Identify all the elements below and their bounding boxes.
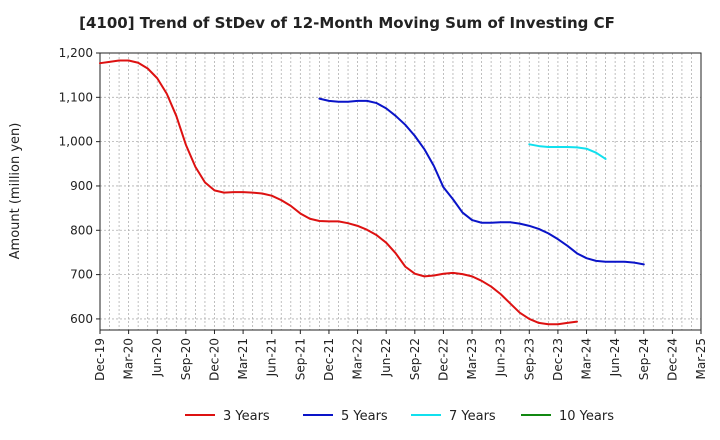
x-tick-label: Mar-23	[465, 338, 479, 379]
x-tick-label: Jun-23	[494, 338, 508, 377]
x-tick-label: Dec-19	[93, 338, 107, 381]
series-line-5-years	[318, 97, 645, 266]
legend-label-10-years: 10 Years	[559, 409, 614, 424]
x-tick-label: Jun-21	[265, 338, 279, 377]
x-tick-label: Sep-24	[637, 338, 651, 380]
x-tick-label: Mar-20	[122, 338, 136, 379]
series-line-7-years	[528, 143, 607, 160]
x-tick-label: Dec-23	[551, 338, 565, 381]
y-tick-label: 1,100	[59, 90, 93, 104]
x-tick-label: Dec-21	[322, 338, 336, 381]
legend-label-3-years: 3 Years	[223, 409, 270, 424]
y-axis: 600 700 800 900 1,000 1,100 1,200	[59, 46, 100, 326]
legend-label-7-years: 7 Years	[449, 409, 496, 424]
y-axis-label: Amount (million yen)	[8, 123, 23, 260]
y-tick-label: 600	[70, 312, 93, 326]
x-tick-label: Dec-24	[665, 338, 679, 381]
legend-label-5-years: 5 Years	[341, 409, 388, 424]
x-tick-label: Dec-20	[207, 338, 221, 381]
x-tick-label: Sep-20	[179, 338, 193, 380]
y-tick-label: 800	[70, 223, 93, 237]
chart-title: [4100] Trend of StDev of 12-Month Moving…	[79, 14, 615, 32]
x-tick-label: Sep-21	[293, 338, 307, 380]
series-line-3-years	[99, 59, 578, 326]
x-tick-label: Jun-22	[379, 338, 393, 377]
x-tick-label: Jun-24	[608, 338, 622, 377]
x-tick-label: Mar-22	[351, 338, 365, 379]
x-tick-label: Sep-22	[408, 338, 422, 380]
x-tick-label: Jun-20	[150, 338, 164, 377]
x-axis: Dec-19 Mar-20 Jun-20 Sep-20 Dec-20 Mar-21 Jun-…	[93, 330, 708, 381]
plot-frame	[99, 52, 702, 331]
x-tick-label: Mar-21	[236, 338, 250, 379]
x-tick-label: Dec-22	[436, 338, 450, 381]
y-tick-label: 1,000	[59, 135, 93, 149]
y-tick-label: 900	[70, 179, 93, 193]
x-tick-label: Mar-25	[694, 338, 708, 379]
x-tick-label: Sep-23	[522, 338, 536, 380]
series-lines	[99, 59, 645, 326]
x-tick-label: Mar-24	[580, 338, 594, 379]
grid	[100, 52, 701, 330]
y-tick-label: 700	[70, 268, 93, 282]
legend: 3 Years 5 Years 7 Years 10 Years	[185, 409, 614, 424]
y-tick-label: 1,200	[59, 46, 93, 60]
